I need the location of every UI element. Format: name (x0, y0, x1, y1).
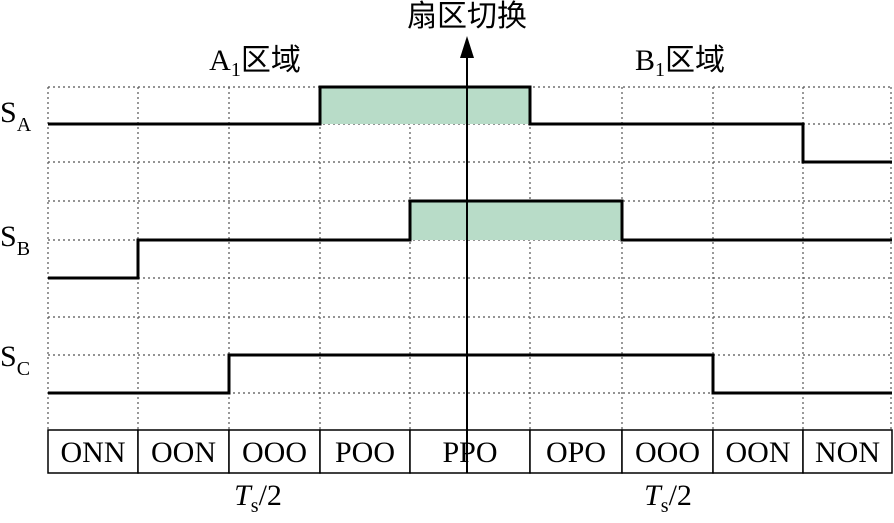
region-label: A1区域 (209, 44, 301, 81)
period-label: Ts/2 (234, 479, 282, 517)
state-label: ONN (61, 436, 126, 469)
state-cell (319, 429, 411, 474)
region-label: B1区域 (635, 44, 725, 81)
state-label: OON (726, 436, 791, 469)
state-cell (228, 429, 321, 474)
signal-label: SA (0, 96, 32, 136)
state-label: OON (151, 436, 216, 469)
state-cell (409, 429, 531, 474)
state-cell (712, 429, 804, 474)
waveform-b (48, 199, 892, 280)
period-label: Ts/2 (644, 479, 692, 517)
grid (47, 86, 892, 430)
state-cell (802, 429, 893, 474)
state-label: POO (335, 436, 395, 469)
state-table: ONN OON OOO POO PPO OPO OOO OON NON (47, 429, 893, 474)
shaded-region (320, 87, 530, 124)
state-label: OOO (242, 436, 307, 469)
state-label: PPO (442, 436, 497, 469)
shaded-region (410, 201, 622, 240)
state-label: NON (815, 436, 880, 469)
arrow-head (460, 36, 474, 58)
waveform-c (48, 353, 892, 395)
signal-label: SC (0, 340, 30, 380)
state-cell (529, 429, 623, 474)
state-cell (137, 429, 230, 474)
signal-label: SB (0, 220, 30, 260)
title: 扇区切换 (407, 0, 527, 33)
state-label: OPO (546, 436, 606, 469)
state-cell (621, 429, 714, 474)
waveform-a (48, 85, 892, 164)
state-label: OOO (635, 436, 700, 469)
